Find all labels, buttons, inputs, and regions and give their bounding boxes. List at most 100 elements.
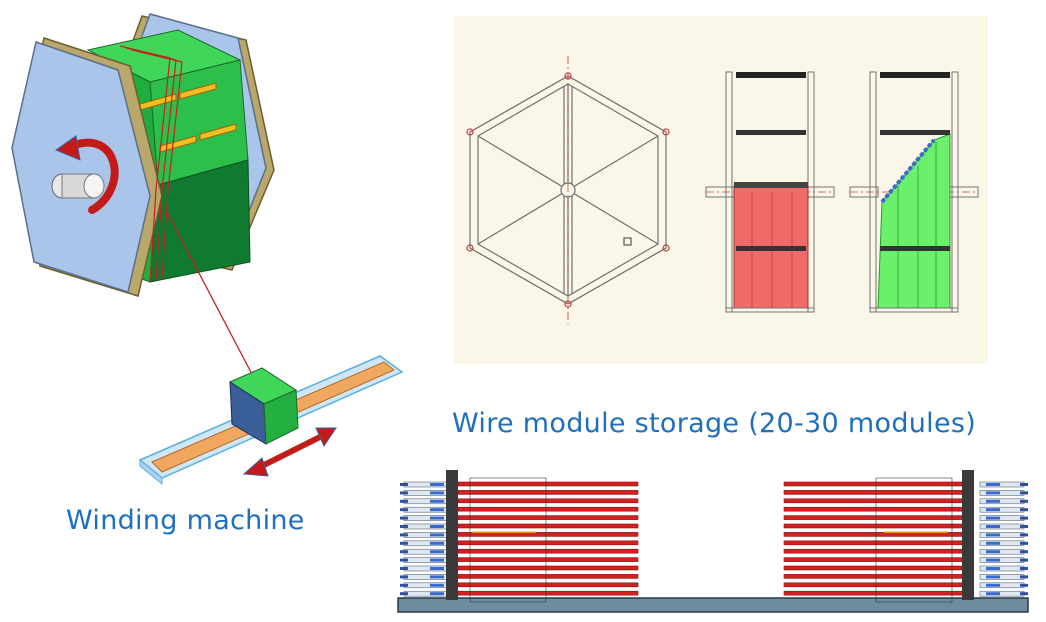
module-wires <box>783 590 965 596</box>
module-connector <box>430 575 444 579</box>
module-clip <box>400 541 408 545</box>
module-connector <box>430 541 444 545</box>
module-wires <box>783 523 965 529</box>
left-module-stack <box>400 477 639 603</box>
module-clip <box>1020 525 1028 528</box>
module-wires <box>783 498 965 504</box>
module-clip <box>1020 499 1028 503</box>
module-wires <box>457 540 639 546</box>
module-connector <box>430 516 444 520</box>
module-connector <box>430 525 444 528</box>
module-clip <box>1020 508 1028 512</box>
double-arrow-icon <box>242 427 337 477</box>
module-wires <box>457 590 639 596</box>
module-connector <box>986 525 1000 528</box>
module-clip <box>400 592 408 596</box>
module-clip <box>1020 592 1028 596</box>
module-wires <box>457 574 639 579</box>
module-clip <box>400 558 408 562</box>
slot-4 <box>199 123 237 141</box>
module-wires <box>783 582 965 588</box>
module-wires <box>457 498 639 504</box>
right-post <box>962 470 974 600</box>
module-clip <box>400 525 408 528</box>
module-clip <box>400 533 408 537</box>
module-connector <box>430 533 444 537</box>
module-wires <box>783 532 965 537</box>
module-connector <box>430 508 444 512</box>
module-connector <box>986 499 1000 503</box>
module-wires <box>457 490 639 495</box>
module-connector <box>430 583 444 587</box>
module-clip <box>400 483 408 486</box>
module-connector <box>430 550 444 554</box>
module-connector <box>430 491 444 495</box>
module-wires <box>783 506 965 512</box>
module-clip <box>400 491 408 495</box>
module-wires <box>783 490 965 495</box>
technical-drawing <box>466 56 979 324</box>
winding-machine-caption: Winding machine <box>66 505 305 536</box>
module-clip <box>400 508 408 512</box>
hexagon-front-view <box>466 56 670 324</box>
storage-base <box>397 597 1029 613</box>
module-clip <box>1020 575 1028 579</box>
module-connector <box>430 592 444 596</box>
wire-loop-3 <box>131 49 183 279</box>
module-connector <box>430 558 444 562</box>
module-wires <box>457 557 639 562</box>
module-clip <box>400 575 408 579</box>
side-view-green-module <box>849 71 979 313</box>
module-clip <box>1020 483 1028 486</box>
feed-wire <box>167 213 255 379</box>
module-connector <box>430 567 444 570</box>
module-wires <box>783 565 965 571</box>
shaft-collar <box>83 173 105 199</box>
module-connector <box>986 483 1000 486</box>
module-wires <box>457 582 639 588</box>
left-post <box>446 470 458 600</box>
module-wires <box>457 515 639 520</box>
front-plate <box>11 41 151 293</box>
module-wires <box>457 565 639 571</box>
module-connector <box>986 533 1000 537</box>
right-holder-frame <box>875 477 953 603</box>
module-wires <box>783 481 965 487</box>
module-connector <box>430 499 444 503</box>
module-clip <box>1020 567 1028 570</box>
module-wires <box>783 540 965 546</box>
module-clip <box>1020 583 1028 587</box>
module-clip <box>400 550 408 554</box>
module-wires <box>783 557 965 562</box>
storage-caption: Wire module storage (20-30 modules) <box>452 408 977 439</box>
side-view-red-modules <box>705 71 835 313</box>
slot-2 <box>179 82 217 100</box>
module-wires <box>783 515 965 520</box>
module-connector <box>986 508 1000 512</box>
module-connector <box>986 550 1000 554</box>
module-clip <box>1020 558 1028 562</box>
winding-machine-illustration <box>11 13 404 486</box>
module-wires <box>783 574 965 579</box>
module-connector <box>986 575 1000 579</box>
right-module-stack <box>783 477 1028 603</box>
module-wires <box>457 481 639 487</box>
module-connector <box>986 541 1000 545</box>
module-wires <box>783 548 965 554</box>
module-clip <box>1020 550 1028 554</box>
module-wires <box>457 506 639 512</box>
module-clip <box>400 567 408 570</box>
module-wires <box>457 532 639 537</box>
module-wires <box>457 548 639 554</box>
module-connector <box>986 558 1000 562</box>
module-connector <box>986 592 1000 596</box>
curved-arrow-icon <box>54 135 119 214</box>
technical-drawing-panel <box>454 16 988 364</box>
left-holder-frame <box>469 477 547 603</box>
module-connector <box>986 583 1000 587</box>
module-clip <box>1020 533 1028 537</box>
module-connector <box>986 567 1000 570</box>
storage-rack-illustration <box>397 470 1029 613</box>
module-clip <box>1020 541 1028 545</box>
module-clip <box>400 516 408 520</box>
